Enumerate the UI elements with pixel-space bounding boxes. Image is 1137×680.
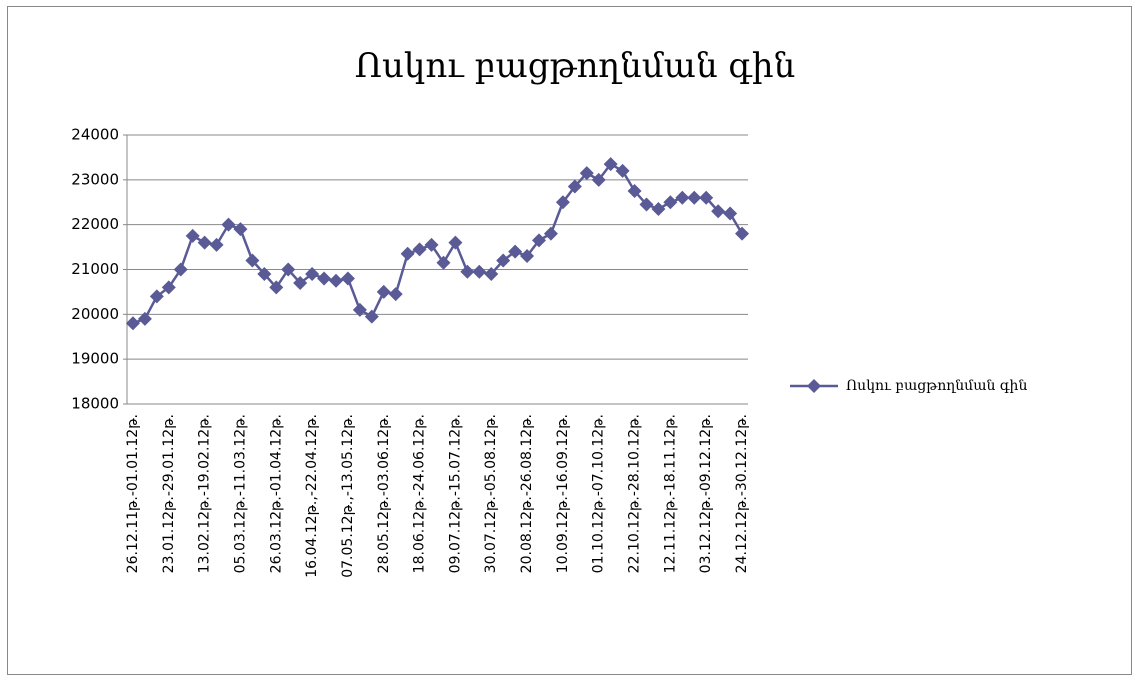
marker (472, 264, 487, 279)
marker (484, 266, 499, 281)
marker (137, 311, 152, 326)
y-tick-label: 22000 (71, 215, 119, 233)
marker (161, 280, 176, 295)
marker (460, 264, 475, 279)
marker (352, 302, 367, 317)
y-tick-label: 23000 (71, 170, 119, 188)
marker (448, 235, 463, 250)
marker (173, 262, 188, 277)
y-tick-label: 19000 (71, 350, 119, 368)
marker (735, 226, 750, 241)
marker (639, 197, 654, 212)
marker (305, 266, 320, 281)
x-tick-label: 10.09.12թ.-16.09.12թ. (555, 414, 571, 573)
marker (221, 217, 236, 232)
y-tick-label: 24000 (71, 126, 119, 144)
marker (269, 280, 284, 295)
x-tick-label: 18.06.12թ.-24.06.12թ. (412, 414, 428, 573)
x-tick-label: 30.07.12թ.-05.08.12թ. (483, 414, 499, 573)
marker (543, 226, 558, 241)
marker (400, 246, 415, 261)
marker (675, 190, 690, 205)
marker (508, 244, 523, 259)
x-tick-label: 28.05.12թ.-03.06.12թ. (376, 414, 392, 573)
marker (603, 157, 618, 172)
marker (699, 190, 714, 205)
marker (328, 273, 343, 288)
marker (723, 206, 738, 221)
marker (711, 204, 726, 219)
marker (293, 275, 308, 290)
x-tick-label: 03.12.12թ.-09.12.12թ. (698, 414, 714, 573)
x-tick-label: 26.12.11թ.-01.01.12թ. (125, 414, 141, 573)
marker (567, 179, 582, 194)
marker (233, 222, 248, 237)
chart-title: Ոսկու բացթողնման գին (355, 46, 795, 86)
marker (376, 284, 391, 299)
x-tick-label: 09.07.12թ.-15.07.12թ. (447, 414, 463, 573)
marker (245, 253, 260, 268)
x-tick-label: 23.01.12թ.-29.01.12թ. (161, 414, 177, 573)
marker (412, 242, 427, 257)
marker (687, 190, 702, 205)
marker (364, 309, 379, 324)
marker (125, 316, 140, 331)
x-tick-label: 13.02.12թ.-19.02.12թ. (197, 414, 213, 573)
marker (651, 201, 666, 216)
marker (317, 271, 332, 286)
marker (663, 195, 678, 210)
marker (436, 255, 451, 270)
marker (627, 184, 642, 199)
y-tick-label: 20000 (71, 305, 119, 323)
x-tick-label: 24.12.12թ.-30.12.12թ. (734, 414, 750, 573)
x-tick-label: 20.08.12թ.-26.08.12թ. (519, 414, 535, 573)
marker (424, 237, 439, 252)
marker (388, 287, 403, 302)
x-tick-label: 26.03.12թ.-01.04.12թ. (268, 414, 284, 573)
marker (209, 237, 224, 252)
marker (197, 235, 212, 250)
marker (579, 166, 594, 181)
marker (340, 271, 355, 286)
marker (591, 172, 606, 187)
marker (615, 163, 630, 178)
marker (257, 266, 272, 281)
marker (496, 253, 511, 268)
y-tick-label: 18000 (71, 395, 119, 413)
series-line (132, 162, 744, 325)
x-tick-label: 16.04.12թ.,-22.04.12թ. (304, 414, 320, 578)
marker (185, 228, 200, 243)
marker (149, 289, 164, 304)
x-tick-label: 01.10.12թ.-07.10.12թ. (591, 414, 607, 573)
x-tick-label: 22.10.12թ.-28.10.12թ. (627, 414, 643, 573)
y-tick-label: 21000 (71, 260, 119, 278)
marker (555, 195, 570, 210)
x-tick-label: 05.03.12թ.-11.03.12թ. (232, 414, 248, 573)
marker (532, 233, 547, 248)
marker (520, 249, 535, 264)
marker (281, 262, 296, 277)
chart-border (7, 6, 1132, 675)
x-tick-label: 07.05.12թ.,-13.05.12թ. (340, 414, 356, 578)
legend-marker (807, 379, 821, 393)
x-tick-label: 12.11.12թ.-18.11.12թ. (662, 414, 678, 573)
legend-label: Ոսկու բացթողնման գին (846, 378, 1027, 394)
